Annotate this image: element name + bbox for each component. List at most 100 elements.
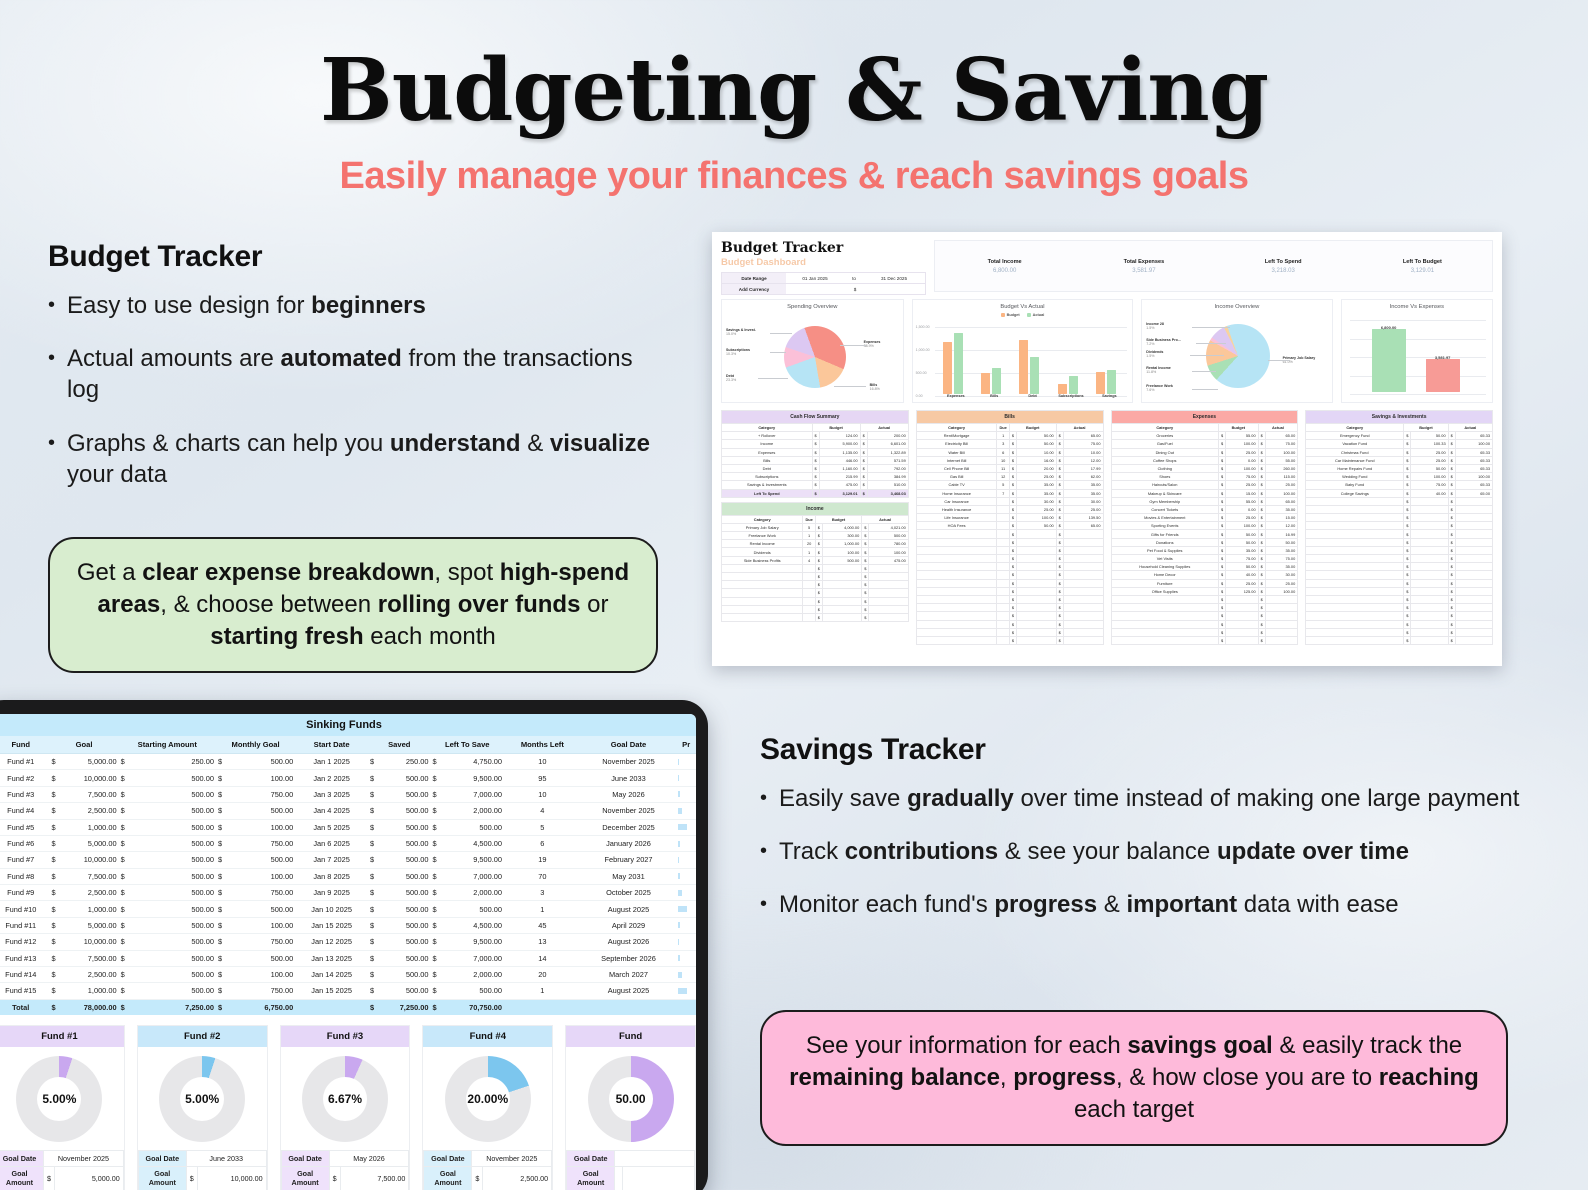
cell-goal-date: May 2031: [580, 868, 677, 886]
table-row: Debt $1,160.00 $792.00: [721, 463, 909, 474]
fund-info-row: Goal Date November 2025: [0, 1150, 124, 1167]
column-header: Budget: [814, 514, 863, 524]
spending-overview-pie: [784, 326, 846, 388]
fund-info-table: Goal Date November 2025 Goal Amount $2,500.…: [423, 1150, 553, 1190]
cell-actual: 35.00: [1264, 545, 1299, 556]
cell-currency: $: [1257, 496, 1266, 506]
kpi-card: Left To Budget 3,129.01: [1353, 241, 1492, 291]
cell-category: Home Repairs Fund: [1305, 463, 1405, 474]
cell-goal: 5,000.00: [58, 835, 119, 853]
cell-starting-amount: 500.00: [127, 966, 216, 984]
cell-months-left: 19: [504, 851, 581, 869]
bullet-item: • Easy to use design for beginners: [48, 290, 668, 321]
cell-currency: $: [1055, 496, 1064, 506]
cell-actual: 65.00: [1264, 431, 1299, 441]
cell-currency: $: [1055, 472, 1064, 482]
bar-income: [1371, 329, 1406, 392]
cell-saved: 500.00: [377, 802, 431, 820]
donut-ring: [301, 1055, 388, 1142]
cell-category: College Savings: [1305, 488, 1405, 498]
pie-label-debt: Debt 23.3%: [726, 374, 737, 383]
pie-label-side-business: Side Business Pro... 7.2%: [1146, 338, 1181, 347]
cell-budget: 50.00: [1016, 521, 1057, 531]
cell-category: Rental Income: [720, 539, 804, 549]
cell-currency: $: [1447, 472, 1456, 482]
cell-due: [996, 504, 1010, 515]
cell-budget: 124.00: [818, 431, 861, 441]
cell-budget: 0.00: [1225, 455, 1259, 465]
cell-budget: 50.00: [1016, 431, 1057, 441]
table-row: Groceries $55.00 $65.00: [1110, 431, 1299, 441]
cell-budget: 100.00: [1225, 463, 1259, 474]
savings-tracker-heading: Savings Tracker: [760, 733, 986, 766]
cell-currency: $: [1055, 455, 1064, 465]
cell-months-left: 4: [504, 802, 581, 820]
cell-actual: 65.00: [1062, 431, 1104, 441]
table-row-empty: $ $: [720, 604, 909, 614]
table-row: Concert Tickets $0.00 $35.00: [1110, 504, 1299, 515]
column-header: Months Left: [504, 736, 581, 754]
cell-category: Gas Bill: [915, 472, 998, 482]
table-row: Savings & Investments $475.00 $510.00: [721, 480, 909, 490]
cell-label: Goal Date: [137, 1150, 187, 1167]
table-row: Makeup & Skincare $15.00 $100.00: [1110, 488, 1299, 498]
kpi-strip: Total Income 6,800.00 Total Expenses 3,581.…: [934, 240, 1493, 292]
date-from-value[interactable]: 01 Jan 2025: [802, 275, 828, 281]
cell-left-to-save: 7,000.00: [439, 868, 505, 886]
table-row-empty: $ $: [915, 594, 1104, 605]
cell-left-to-save: 4,750.00: [439, 753, 505, 771]
date-to-value[interactable]: 31 Dec 2025: [880, 275, 908, 281]
cell-currency: $: [859, 431, 868, 441]
kpi-value: 6,800.00: [992, 267, 1017, 274]
cell-due: 6: [996, 447, 1010, 457]
dashboard-charts-row: Spending Overview Savings & Invest. 15.0%…: [721, 299, 1493, 403]
cell-budget: 25.00: [1410, 455, 1449, 465]
cell-category: Office Supplies: [1110, 586, 1220, 596]
bar-actual: [992, 367, 1001, 394]
cell-left-to-save: 2,000.00: [439, 802, 505, 820]
budget-callout: Get a clear expense breakdown, spot high…: [48, 537, 658, 674]
cell-currency: $: [1055, 463, 1064, 474]
cell-actual: 65.00: [1264, 496, 1299, 506]
table-row-empty: $ $: [720, 571, 909, 582]
cell-saved: 500.00: [377, 933, 431, 951]
cell-actual: 75.00: [1062, 439, 1104, 449]
page-subtitle: Easily manage your finances & reach savi…: [339, 155, 1249, 197]
bullet-dot: •: [48, 347, 56, 370]
fund-donut-chart: 6.67%: [281, 1047, 410, 1150]
dashboard-brand-title: Budget Tracker: [721, 240, 844, 256]
column-header: Budget: [811, 422, 861, 433]
column-header: Category: [721, 422, 813, 433]
table-row-empty: $ $: [1305, 496, 1494, 506]
table-row: Fund #6 $5,000.00 $500.00 $750.00 Jan 6 2025…: [0, 835, 696, 853]
cell-goal-date: March 2027: [580, 966, 677, 984]
cell-months-left: 14: [504, 950, 581, 967]
cell-currency: $: [811, 472, 820, 482]
donut-percent-label: 5.00%: [42, 1091, 77, 1106]
cell-category: Dining Out: [1110, 447, 1220, 457]
cell-actual: 3,468.03: [866, 488, 909, 498]
y-tick: 1,500.00: [915, 324, 930, 329]
cell-monthly-goal: 500.00: [224, 753, 296, 771]
table-row-empty: $ $: [1305, 537, 1494, 547]
table-row: Freelance Work 1 $300.00 $500.00: [720, 531, 909, 541]
kpi-card: Total Expenses 3,581.97: [1074, 241, 1213, 291]
add-currency-value[interactable]: $: [853, 286, 857, 292]
cell-actual: 780.00: [868, 539, 909, 549]
cell-actual: 35.00: [1264, 562, 1299, 572]
cell-currency: $: [1257, 553, 1266, 564]
cell-value: [622, 1165, 695, 1190]
cell-saved: 500.00: [377, 769, 431, 787]
cell-budget: 35.00: [1016, 480, 1057, 490]
cell-progress: [676, 786, 696, 804]
fund-card: Fund #3 6.67% Goal Date May 2026 Goal Amount…: [279, 1025, 411, 1190]
cell-budget: 50.00: [1410, 463, 1449, 474]
cell-budget: 75.00: [1225, 553, 1259, 564]
cell-actual: 25.00: [1062, 504, 1104, 515]
cell-goal-date: August 2025: [580, 900, 677, 918]
bullet-item: • Actual amounts are automated from the t…: [48, 343, 668, 405]
cell-actual: 30.00: [1264, 570, 1299, 580]
cell-currency: $: [1008, 504, 1018, 515]
cell-currency: $: [1055, 480, 1064, 490]
date-range-panel: Date Range 01 Jan 2025 to 31 Dec 2025 Ad…: [721, 272, 926, 295]
